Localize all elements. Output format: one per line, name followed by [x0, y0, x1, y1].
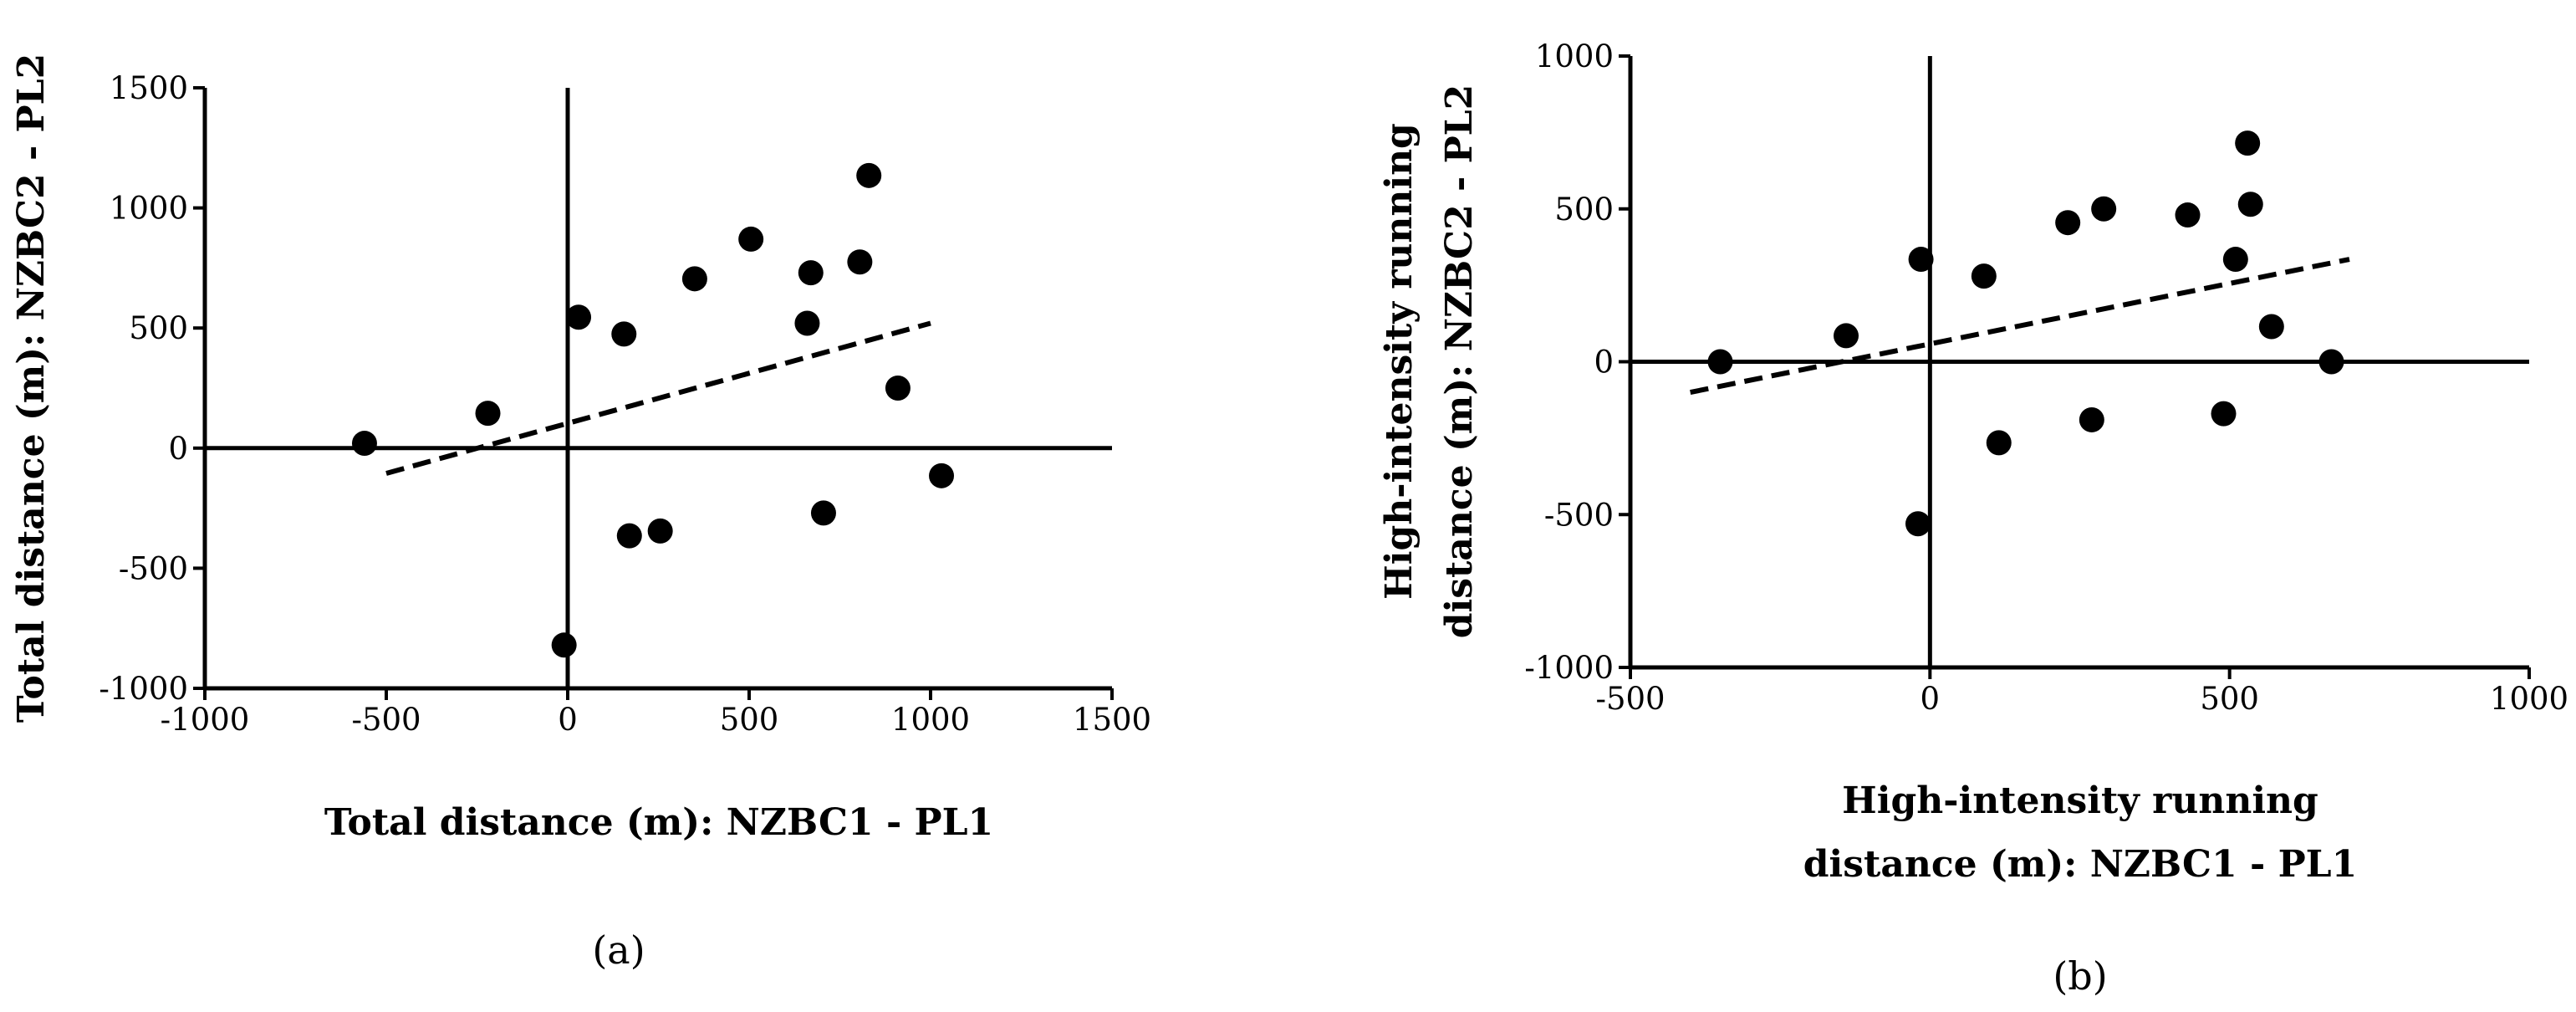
panel-b-data-point: [2222, 247, 2248, 273]
panel-b-data-point: [1971, 263, 1997, 289]
panel-a-x-axis-label: Total distance (m): NZBC1 - PL1: [324, 801, 993, 844]
panel-a-data-point: [810, 500, 836, 526]
panel-b-y-tick-label: 500: [1554, 192, 1614, 227]
panel-a-data-point: [351, 431, 377, 457]
panel-a-x-tick-label: -500: [351, 702, 421, 738]
panel-a-x-tick-label: 1000: [891, 702, 970, 738]
panel-b-x-tick-label: 0: [1921, 681, 1941, 717]
panel-a-x-tick-label: 0: [558, 702, 578, 738]
panel-a-data-point: [616, 523, 642, 549]
panel-b-ticks: [1619, 54, 2531, 679]
panel-b-data-point: [1908, 247, 1934, 273]
panel-b-data-point: [2175, 202, 2201, 228]
panel-b-data-point: [1834, 323, 1859, 349]
panel-b-data-point: [2055, 210, 2081, 236]
panel-b-data-point: [1986, 430, 2012, 456]
panel-b-data-point: [2318, 349, 2344, 375]
panel-b-y-tick-label: 1000: [1535, 38, 1614, 74]
panel-b-data-point: [2235, 130, 2261, 156]
panel-b-y-tick-label: 0: [1594, 345, 1614, 381]
panel-a-y-tick-label: 500: [129, 310, 188, 346]
panel-a-data-point: [798, 260, 824, 286]
panel-a-data-point: [885, 376, 911, 401]
panel-b-data-point: [1707, 349, 1733, 375]
panel-a-y-tick-label: 0: [168, 431, 188, 467]
panel-b-y-tick-label: -500: [1544, 497, 1614, 533]
panel-a: -1000 -500 0 500 1000 1500 -1000 -500 0 500 1000 15…: [10, 54, 1151, 973]
panel-b-data-point: [1905, 511, 1931, 537]
panel-b-data-point: [2091, 196, 2117, 222]
panel-b-y-axis-label-line-1: High-intensity running: [1378, 123, 1421, 600]
panel-a-y-tick-label: -1000: [99, 671, 188, 707]
panel-a-y-axis-label: Total distance (m): NZBC2 - PL2: [10, 54, 53, 723]
panel-b-x-axis-label-line-2: distance (m): NZBC1 - PL1: [1803, 843, 2357, 886]
panel-a-y-tick-label: 1000: [110, 191, 188, 227]
panel-a-x-tick-label: 500: [720, 702, 779, 738]
panel-a-data-point: [847, 249, 873, 275]
panel-a-data-point: [647, 518, 673, 544]
panel-b-points: [1707, 130, 2344, 537]
panel-a-points: [351, 162, 955, 658]
panel-b-data-point: [2079, 406, 2104, 432]
panel-a-tick-labels: -1000 -500 0 500 1000 1500 -1000 -500 0 500 1000 15…: [99, 70, 1151, 738]
panel-a-x-tick-label: -1000: [161, 702, 250, 738]
panel-a-trendline: [385, 320, 931, 476]
panel-a-data-point: [475, 401, 501, 427]
panel-b-x-tick-label: -500: [1595, 681, 1665, 717]
panel-a-data-point: [681, 266, 707, 292]
panel-b-caption: (b): [2053, 953, 2107, 999]
panel-a-y-tick-label: -500: [119, 550, 188, 586]
panel-b-y-tick-label: -1000: [1524, 650, 1614, 686]
panel-a-x-tick-label: 1500: [1073, 702, 1151, 738]
panel-b-data-point: [2258, 314, 2284, 340]
panel-a-data-point: [566, 304, 592, 330]
panel-a-data-point: [738, 226, 764, 252]
panel-a-data-point: [794, 310, 820, 336]
panel-b-x-tick-label: 1000: [2490, 681, 2568, 717]
panel-b-data-point: [2211, 401, 2237, 427]
panel-a-caption: (a): [592, 928, 645, 973]
panel-b-y-axis-label-line-2: distance (m): NZBC2 - PL2: [1438, 84, 1481, 638]
panel-a-data-point: [611, 321, 637, 347]
panel-a-ticks: [193, 86, 1114, 700]
panel-a-data-point: [551, 632, 577, 658]
panel-a-data-point: [856, 162, 882, 188]
panel-a-data-point: [929, 463, 955, 488]
panel-b-x-axis-label-line-1: High-intensity running: [1842, 779, 2318, 822]
panel-b-trendline: [1690, 257, 2350, 395]
panel-b-x-tick-label: 500: [2200, 681, 2259, 717]
panel-b-data-point: [2237, 192, 2263, 217]
panel-a-y-tick-label: 1500: [110, 70, 188, 106]
